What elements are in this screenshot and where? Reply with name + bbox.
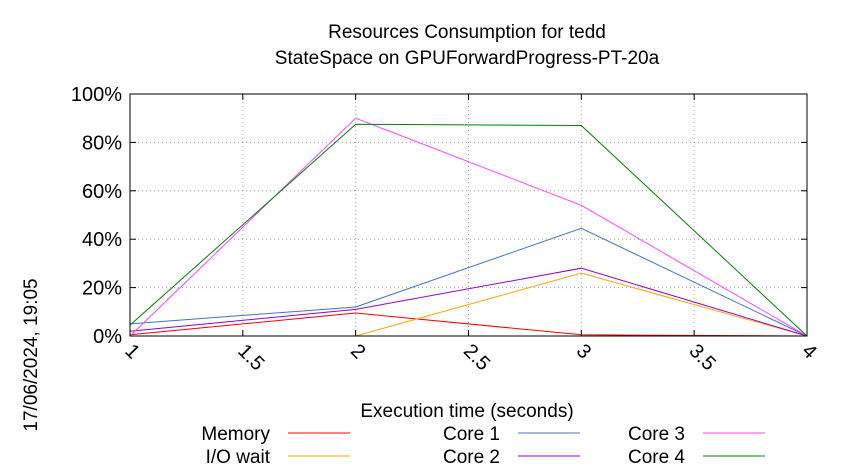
y-tick-label: 60%: [82, 181, 122, 203]
y-tick-label: 80%: [82, 132, 122, 154]
series-line-memory: [129, 312, 808, 337]
y-tick-label: 0%: [93, 326, 122, 348]
legend-label-core-2: Core 2: [443, 447, 500, 468]
legend-label-core-3: Core 3: [628, 424, 685, 445]
x-tick-label: 3: [572, 340, 595, 363]
x-tick-label: 2: [346, 340, 369, 363]
series-line-core-2: [129, 267, 808, 337]
x-axis-label: Execution time (seconds): [360, 401, 573, 422]
legend-label-core-4: Core 4: [628, 447, 685, 468]
chart-title: Resources Consumption for tedd: [328, 22, 606, 43]
y-tick-label: 40%: [82, 229, 122, 251]
series-line-i-o-wait: [355, 272, 808, 337]
series-line-core-3: [129, 117, 808, 337]
y-tick-label: 100%: [71, 84, 122, 106]
legend-label-core-1: Core 1: [443, 424, 500, 445]
timestamp: 17/06/2024, 19:05: [21, 278, 42, 431]
x-tick-labels: 1 1.5 2 2.5 3 3.5 4: [120, 340, 820, 375]
x-tick-label: 1: [120, 340, 143, 363]
x-tick-label: 3.5: [685, 340, 720, 375]
plot-frame: [129, 93, 808, 337]
series-layer: [129, 117, 808, 337]
chart-subtitle: StateSpace on GPUForwardProgress-PT-20a: [275, 48, 660, 69]
grid: [129, 93, 808, 337]
series-line-core-1: [129, 227, 808, 337]
x-tick-label: 4: [797, 340, 820, 363]
x-tick-label: 1.5: [233, 340, 268, 375]
series-line-core-4: [129, 123, 808, 337]
y-tick-label: 20%: [82, 278, 122, 300]
y-tick-labels: 0% 20% 40% 60% 80% 100%: [71, 84, 122, 348]
x-tick-label: 2.5: [459, 340, 494, 375]
legend-label-memory: Memory: [201, 424, 270, 445]
legend-label-i-o-wait: I/O wait: [206, 447, 271, 468]
